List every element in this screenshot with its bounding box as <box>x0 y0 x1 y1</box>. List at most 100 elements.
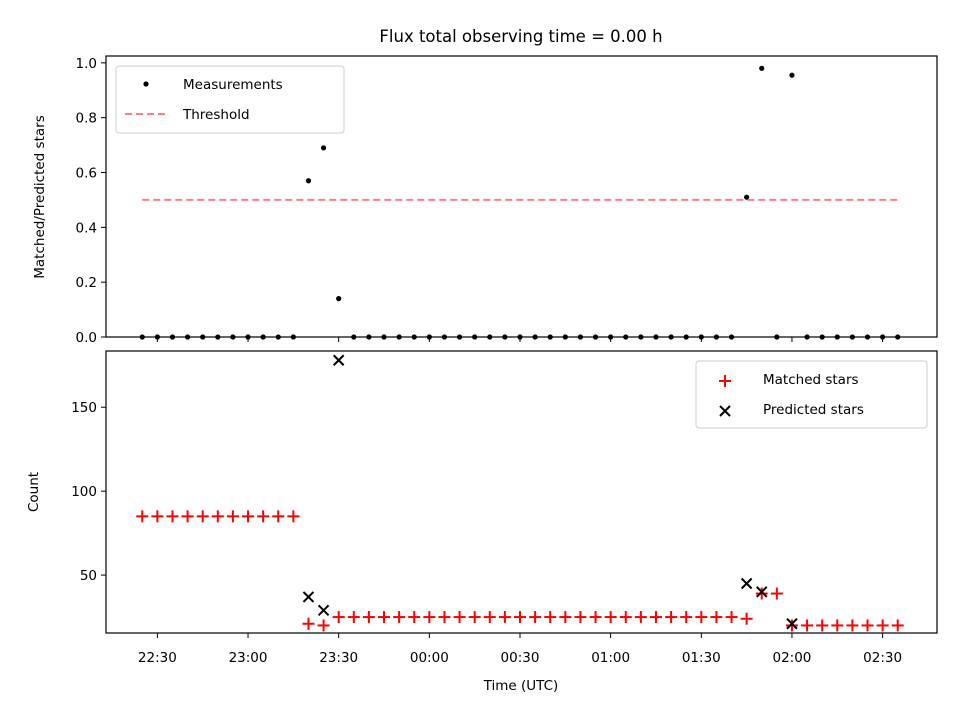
bottom-x-ticks: 22:30 23:00 23:30 00:00 00:30 01:00 01:30 02:00… <box>138 633 902 666</box>
top-y-tick-label: 0.0 <box>76 330 97 346</box>
top-y-ticks: 0.0 0.2 0.4 0.6 0.8 1.0 <box>76 56 106 346</box>
matched-star-point <box>211 510 224 523</box>
legend-frame <box>115 65 345 134</box>
matched-star-point <box>408 611 421 624</box>
predicted-star-point <box>740 577 753 590</box>
matched-star-point <box>785 619 798 632</box>
legend-frame <box>695 360 928 429</box>
x-tick-label: 02:00 <box>772 650 811 666</box>
matched-star-point <box>181 510 194 523</box>
predicted-star-point <box>317 604 330 617</box>
matched-star-point <box>302 617 315 630</box>
legend-measurements-marker <box>143 81 149 87</box>
matched-star-point <box>846 619 859 632</box>
top-y-tick-label: 0.8 <box>76 111 97 127</box>
matched-star-point <box>680 611 693 624</box>
x-tick-label: 00:00 <box>410 650 449 666</box>
matched-star-point <box>483 611 496 624</box>
bottom-y-tick-label: 50 <box>80 568 97 584</box>
matched-star-point <box>665 611 678 624</box>
matched-star-point <box>725 611 738 624</box>
matched-star-point <box>529 611 542 624</box>
matched-star-point <box>634 611 647 624</box>
matched-star-point <box>559 611 572 624</box>
matched-star-point <box>317 619 330 632</box>
measurement-point <box>305 178 312 184</box>
legend-threshold-label: Threshold <box>182 107 250 123</box>
matched-star-point <box>226 510 239 523</box>
matched-star-point <box>574 611 587 624</box>
top-legend: Measurements Threshold <box>115 65 345 134</box>
matched-star-point <box>242 510 255 523</box>
predicted-star-point <box>302 591 315 603</box>
matched-star-point <box>393 611 406 624</box>
x-axis-label: Time (UTC) <box>483 678 559 694</box>
matched-star-point <box>453 611 466 624</box>
matched-star-point <box>816 619 829 632</box>
x-tick-label: 01:00 <box>591 650 630 666</box>
matched-star-point <box>770 587 783 600</box>
legend-predicted-marker <box>719 405 731 417</box>
bottom-y-tick-label: 150 <box>71 400 97 416</box>
matched-star-point <box>438 611 451 624</box>
matched-star-point <box>619 611 632 624</box>
matched-star-point <box>166 510 179 523</box>
top-y-axis-label: Matched/Predicted stars <box>32 115 48 278</box>
matched-star-point <box>136 510 149 523</box>
matched-star-point <box>649 611 662 624</box>
matched-star-point <box>695 611 708 624</box>
top-y-tick-label: 0.2 <box>76 275 97 291</box>
top-y-tick-label: 0.4 <box>76 220 97 236</box>
bottom-y-tick-label: 100 <box>71 484 97 500</box>
matched-star-point <box>468 611 481 624</box>
bottom-legend: Matched stars Predicted stars <box>695 360 928 429</box>
bottom-axes-frame <box>105 350 938 634</box>
top-panel: Flux total observing time = 0.00 h Match… <box>32 27 938 346</box>
measurement-point <box>336 296 342 302</box>
x-tick-label: 23:30 <box>319 650 358 666</box>
chart-title: Flux total observing time = 0.00 h <box>379 27 662 46</box>
legend-measurements-label: Measurements <box>183 77 283 93</box>
matched-star-point <box>544 611 557 624</box>
legend-predicted-label: Predicted stars <box>763 402 864 418</box>
matched-star-point <box>347 611 360 624</box>
bottom-plot-area <box>136 354 904 632</box>
predicted-star-point <box>786 618 798 630</box>
matched-star-point <box>151 510 164 523</box>
predicted-star-point <box>756 586 768 598</box>
matched-star-point <box>831 619 844 632</box>
matched-star-point <box>196 510 209 523</box>
matched-star-point <box>861 619 874 632</box>
measurement-point <box>789 72 795 78</box>
matched-star-point <box>332 611 345 624</box>
measurement-point <box>320 145 327 151</box>
matched-star-point <box>740 612 753 625</box>
matched-star-point <box>876 619 889 632</box>
x-tick-label: 23:00 <box>229 650 268 666</box>
matched-star-point <box>604 611 617 624</box>
x-tick-label: 00:30 <box>501 650 540 666</box>
measurement-point <box>744 194 750 200</box>
matched-star-point <box>589 611 602 624</box>
matched-star-point <box>755 587 768 600</box>
x-tick-label: 02:30 <box>863 650 902 666</box>
x-tick-label: 01:30 <box>682 650 721 666</box>
matched-star-point <box>891 619 904 632</box>
legend-matched-label: Matched stars <box>763 372 859 388</box>
matched-star-point <box>362 611 375 624</box>
matched-star-point <box>710 611 723 624</box>
matched-star-point <box>257 510 270 523</box>
bottom-panel: Count Time (UTC) 50 100 150 22:30 23:00 23:3… <box>26 350 938 694</box>
bottom-y-ticks: 50 100 150 <box>71 400 106 584</box>
matched-star-point <box>513 611 526 624</box>
x-tick-label: 22:30 <box>138 650 177 666</box>
top-y-tick-label: 1.0 <box>76 56 97 72</box>
top-x-ticks <box>156 337 884 342</box>
bottom-y-axis-label: Count <box>26 472 42 512</box>
matched-star-point <box>801 619 814 632</box>
matched-star-point <box>272 510 285 523</box>
legend-matched-marker <box>719 375 731 387</box>
predicted-star-point <box>332 354 345 366</box>
matched-star-point <box>498 611 511 624</box>
